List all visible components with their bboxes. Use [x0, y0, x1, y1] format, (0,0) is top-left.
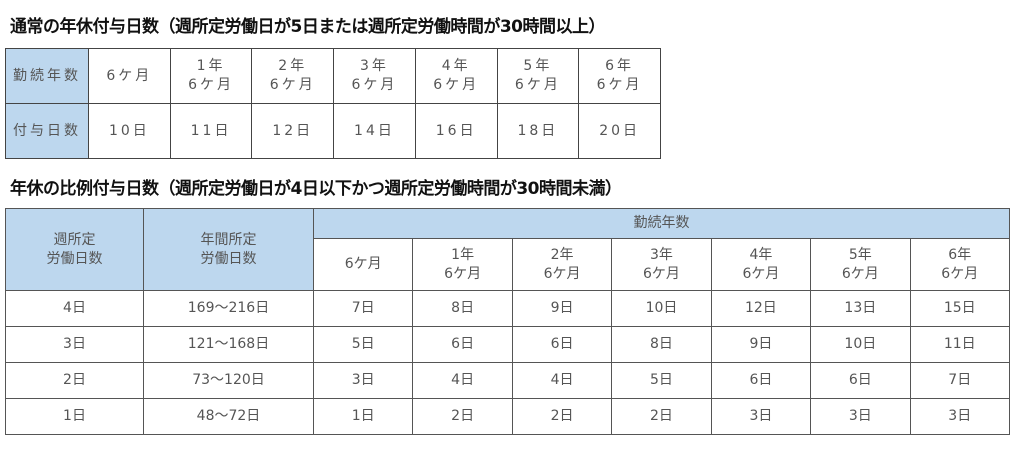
granted-days-cell: 2日 [511, 398, 613, 435]
weekly-days-cell: 4日 [5, 290, 144, 327]
granted-days-cell: 11日 [909, 326, 1011, 363]
granted-days-cell: 6日 [412, 326, 513, 363]
granted-days-cell: 5日 [312, 326, 414, 363]
cell: 2年 6ケ月 [251, 48, 335, 104]
annual-days-cell: 48～72日 [143, 398, 314, 435]
granted-days-cell: 8日 [611, 326, 712, 363]
granted-days-cell: 6日 [710, 362, 812, 399]
cell: 14日 [333, 103, 416, 159]
table-row: 4日 169～216日 7日 8日 9日 10日 12日 13日 15日 [5, 290, 1011, 327]
table-row: 勤続年数 6ケ月 1年 6ケ月 2年 6ケ月 3年 6ケ月 4年 6ケ月 5年 … [5, 48, 661, 104]
cell: 5年 6ケ月 [496, 48, 580, 104]
table-row: 1日 48～72日 1日 2日 2日 2日 3日 3日 3日 [5, 398, 1011, 435]
row-header-years: 勤続年数 [5, 48, 89, 104]
year-header: 6年 6ケ月 [909, 238, 1011, 291]
cell: 12日 [251, 103, 335, 159]
granted-days-cell: 12日 [710, 290, 812, 327]
granted-days-cell: 3日 [909, 398, 1011, 435]
granted-days-cell: 13日 [810, 290, 911, 327]
granted-days-cell: 7日 [909, 362, 1011, 399]
cell: 4年 6ケ月 [414, 48, 498, 104]
weekly-days-cell: 2日 [5, 362, 144, 399]
cell: 16日 [414, 103, 498, 159]
granted-days-cell: 5日 [611, 362, 712, 399]
cell: 10日 [88, 103, 171, 159]
cell: 20日 [578, 103, 661, 159]
granted-days-cell: 10日 [611, 290, 712, 327]
granted-days-cell: 2日 [412, 398, 513, 435]
cell: 1年 6ケ月 [169, 48, 253, 104]
granted-days-cell: 3日 [710, 398, 812, 435]
granted-days-cell: 4日 [412, 362, 513, 399]
cell: 11日 [169, 103, 253, 159]
cell: 6ケ月 [88, 48, 171, 104]
standard-leave-table: 勤続年数 6ケ月 1年 6ケ月 2年 6ケ月 3年 6ケ月 4年 6ケ月 5年 … [5, 48, 661, 159]
year-header: 4年 6ケ月 [710, 238, 812, 291]
granted-days-cell: 3日 [312, 362, 414, 399]
cell: 6年 6ケ月 [578, 48, 661, 104]
table-row: 付与日数 10日 11日 12日 14日 16日 18日 20日 [5, 103, 661, 159]
annual-days-cell: 169～216日 [143, 290, 314, 327]
granted-days-cell: 10日 [810, 326, 911, 363]
weekly-days-cell: 3日 [5, 326, 144, 363]
header-row: 週所定 労働日数 年間所定 労働日数 勤続年数 [5, 208, 1010, 291]
granted-days-cell: 2日 [611, 398, 712, 435]
granted-days-cell: 6日 [511, 326, 613, 363]
granted-days-cell: 7日 [312, 290, 414, 327]
years-group-header: 勤続年数 [313, 208, 1010, 239]
cell: 18日 [496, 103, 580, 159]
weekly-days-cell: 1日 [5, 398, 144, 435]
proportional-title: 年休の比例付与日数（週所定労働日が4日以下かつ週所定労働時間が30時間未満） [10, 179, 622, 199]
year-header: 2年 6ケ月 [511, 238, 613, 291]
granted-days-cell: 9日 [710, 326, 812, 363]
year-header: 5年 6ケ月 [810, 238, 911, 291]
granted-days-cell: 8日 [412, 290, 513, 327]
granted-days-cell: 15日 [909, 290, 1011, 327]
granted-days-cell: 1日 [312, 398, 414, 435]
granted-days-cell: 3日 [810, 398, 911, 435]
granted-days-cell: 6日 [810, 362, 911, 399]
table-row: 2日 73～120日 3日 4日 4日 5日 6日 6日 7日 [5, 362, 1011, 399]
annual-days-cell: 73～120日 [143, 362, 314, 399]
granted-days-cell: 9日 [511, 290, 613, 327]
header-row: 6ケ月 1年 6ケ月 2年 6ケ月 3年 6ケ月 4年 6ケ月 5年 6ケ月 6… [6, 238, 1011, 291]
weekly-days-header: 週所定 労働日数 [5, 208, 144, 291]
row-header-days: 付与日数 [5, 103, 89, 159]
proportional-leave-table: 週所定 労働日数 年間所定 労働日数 勤続年数 6ケ月 1年 6ケ月 2年 6ケ… [5, 208, 1011, 435]
granted-days-cell: 4日 [511, 362, 613, 399]
table-row: 3日 121～168日 5日 6日 6日 8日 9日 10日 11日 [5, 326, 1011, 363]
year-header: 3年 6ケ月 [611, 238, 712, 291]
annual-days-cell: 121～168日 [143, 326, 314, 363]
year-header: 6ケ月 [312, 238, 414, 291]
standard-title: 通常の年休付与日数（週所定労働日が5日または週所定労働時間が30時間以上） [10, 17, 605, 37]
cell: 3年 6ケ月 [333, 48, 416, 104]
annual-days-header: 年間所定 労働日数 [143, 208, 314, 291]
year-header: 1年 6ケ月 [412, 238, 513, 291]
